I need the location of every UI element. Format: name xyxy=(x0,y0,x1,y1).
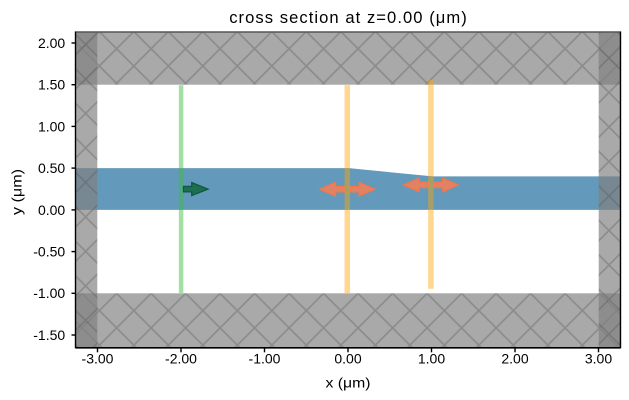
svg-text:y (μm): y (μm) xyxy=(10,169,25,215)
svg-text:-2.00: -2.00 xyxy=(165,351,197,367)
svg-text:-1.00: -1.00 xyxy=(33,285,65,301)
svg-text:x (μm): x (μm) xyxy=(326,375,371,390)
svg-text:2.00: 2.00 xyxy=(501,351,528,367)
svg-text:1.00: 1.00 xyxy=(38,118,65,134)
svg-text:-3.00: -3.00 xyxy=(82,351,114,367)
svg-text:1.00: 1.00 xyxy=(418,351,445,367)
svg-text:-0.50: -0.50 xyxy=(33,244,65,260)
svg-text:-1.00: -1.00 xyxy=(249,351,281,367)
svg-text:0.00: 0.00 xyxy=(334,351,361,367)
svg-text:1.50: 1.50 xyxy=(38,77,65,93)
svg-text:0.00: 0.00 xyxy=(38,202,65,218)
svg-text:0.50: 0.50 xyxy=(38,160,65,176)
svg-text:-1.50: -1.50 xyxy=(33,327,65,343)
svg-text:3.00: 3.00 xyxy=(585,351,612,367)
svg-text:2.00: 2.00 xyxy=(38,35,65,51)
svg-text:cross section at z=0.00 (μm): cross section at z=0.00 (μm) xyxy=(229,8,467,27)
